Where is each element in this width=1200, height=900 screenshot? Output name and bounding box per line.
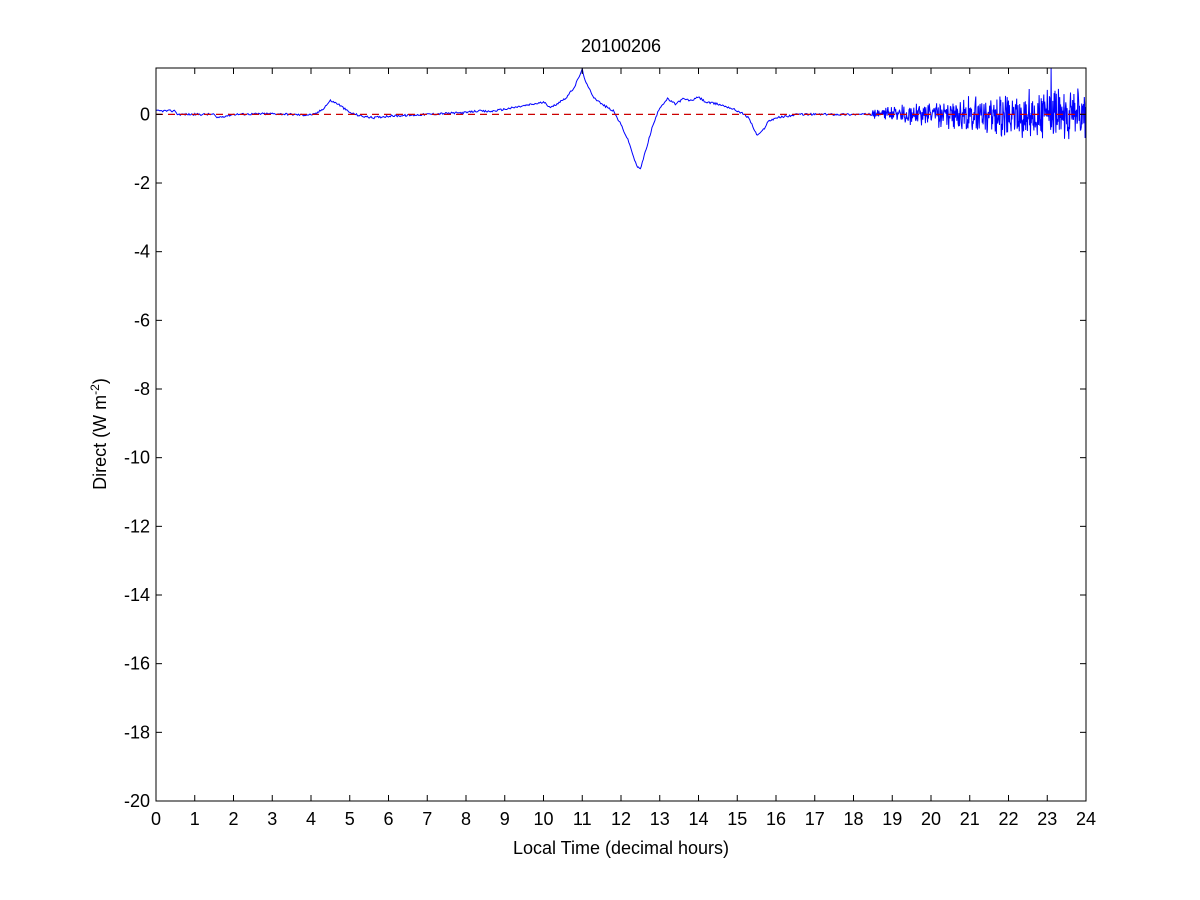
y-axis-label-main: Direct (W m — [90, 395, 110, 490]
x-tick-label: 21 — [960, 809, 980, 829]
y-axis-label: Direct (W m-2) — [88, 378, 110, 490]
x-axis-label: Local Time (decimal hours) — [513, 838, 729, 858]
y-axis-label-suffix: ) — [90, 378, 110, 384]
x-tick-label: 15 — [727, 809, 747, 829]
y-tick-label: -6 — [134, 310, 150, 330]
x-tick-label: 14 — [688, 809, 708, 829]
y-tick-label: -2 — [134, 173, 150, 193]
x-tick-label: 13 — [650, 809, 670, 829]
x-tick-label: 2 — [228, 809, 238, 829]
x-tick-label: 22 — [998, 809, 1018, 829]
y-tick-label: -16 — [124, 654, 150, 674]
y-tick-label: -4 — [134, 242, 150, 262]
x-tick-label: 9 — [500, 809, 510, 829]
y-tick-label: -12 — [124, 516, 150, 536]
x-tick-label: 20 — [921, 809, 941, 829]
x-tick-label: 23 — [1037, 809, 1057, 829]
x-tick-label: 11 — [573, 809, 592, 829]
y-tick-label: -18 — [124, 722, 150, 742]
y-tick-label: -20 — [124, 791, 150, 811]
x-tick-label: 24 — [1076, 809, 1096, 829]
x-tick-label: 6 — [383, 809, 393, 829]
x-tick-label: 17 — [805, 809, 825, 829]
x-tick-label: 0 — [151, 809, 161, 829]
x-tick-label: 18 — [843, 809, 863, 829]
x-tick-label: 4 — [306, 809, 316, 829]
y-axis-label-superscript: -2 — [88, 384, 102, 395]
direct-irradiance-series-line — [156, 68, 1086, 170]
x-tick-label: 1 — [190, 809, 200, 829]
x-tick-label: 8 — [461, 809, 471, 829]
x-tick-label: 10 — [533, 809, 553, 829]
x-tick-label: 5 — [345, 809, 355, 829]
series-layer — [156, 68, 1086, 170]
y-tick-label: -8 — [134, 379, 150, 399]
y-axis: 0 -2 -4 -6 -8 -10 -12 -14 -16 -18 -20 — [124, 104, 1086, 811]
chart-title: 20100206 — [581, 36, 661, 56]
x-tick-label: 16 — [766, 809, 786, 829]
x-tick-label: 12 — [611, 809, 631, 829]
x-tick-label: 19 — [882, 809, 902, 829]
y-tick-label: -14 — [124, 585, 150, 605]
x-axis: 0 1 2 3 4 5 6 7 8 9 10 11 12 13 14 15 16 17 18 19 20 21 22 23 24 — [151, 68, 1096, 829]
x-tick-label: 7 — [422, 809, 432, 829]
y-tick-label: -10 — [124, 448, 150, 468]
x-tick-label: 3 — [267, 809, 277, 829]
y-tick-label: 0 — [140, 104, 150, 124]
